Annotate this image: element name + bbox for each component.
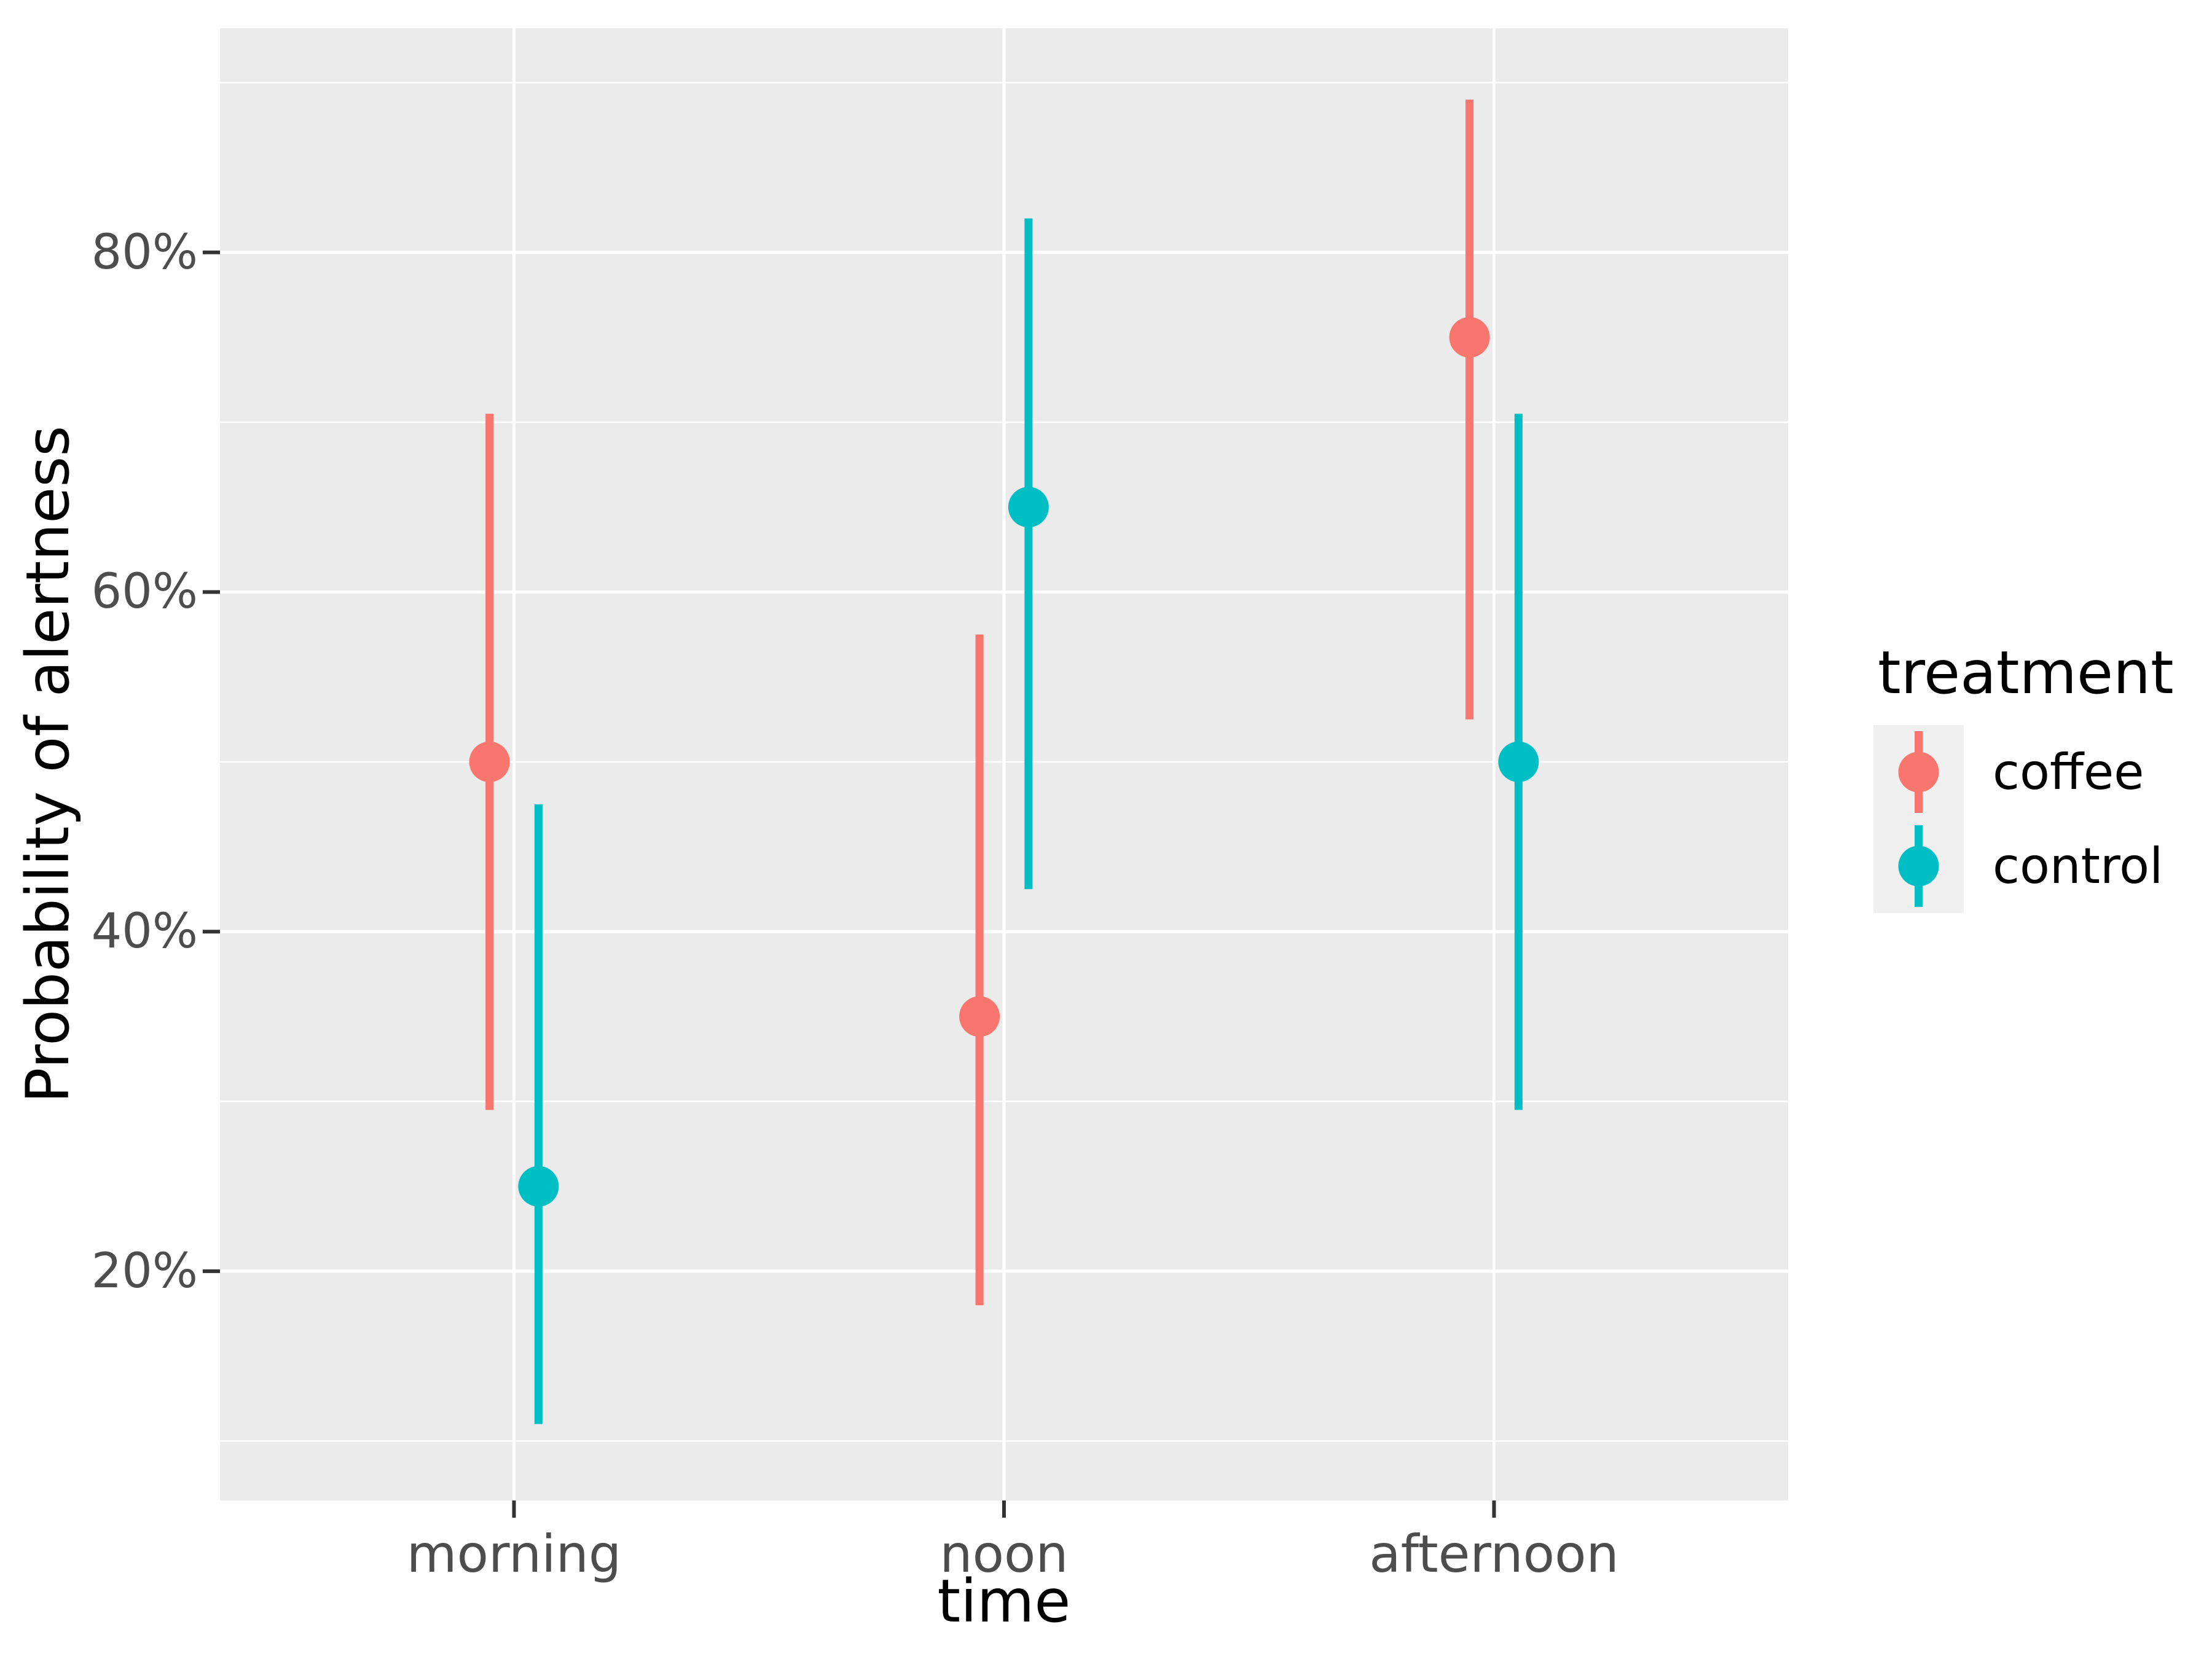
legend-item-coffee: coffee	[1873, 725, 2174, 819]
legend-title: treatment	[1878, 638, 2174, 707]
point-coffee-morning	[469, 741, 510, 782]
legend-items: coffee control	[1873, 725, 2174, 913]
x-tick-label: afternoon	[1369, 1524, 1619, 1584]
legend-item-control: control	[1873, 819, 2174, 913]
x-axis-title: time	[937, 1567, 1071, 1636]
y-axis-title: Probability of alertness	[14, 425, 82, 1104]
legend-key-control	[1873, 819, 1964, 913]
x-tick-label: noon	[939, 1524, 1069, 1584]
legend-label: control	[1993, 837, 2163, 895]
legend: treatment coffee control	[1873, 639, 2174, 913]
point-coffee-noon	[959, 996, 1000, 1037]
point-control-morning	[518, 1166, 559, 1207]
y-tick-label: 40%	[91, 904, 198, 960]
point-control-afternoon	[1498, 741, 1539, 782]
y-tick-label: 80%	[91, 224, 198, 280]
y-tick-label: 60%	[91, 564, 198, 620]
x-tick-label: morning	[406, 1524, 622, 1584]
point-coffee-afternoon	[1449, 316, 1490, 358]
point-control-noon	[1008, 487, 1049, 528]
pointrange-glyph-icon	[1898, 825, 1939, 907]
legend-label: coffee	[1993, 743, 2144, 801]
y-tick-label: 20%	[91, 1243, 198, 1299]
legend-key-coffee	[1873, 725, 1964, 819]
pointrange-glyph-icon	[1898, 731, 1939, 813]
